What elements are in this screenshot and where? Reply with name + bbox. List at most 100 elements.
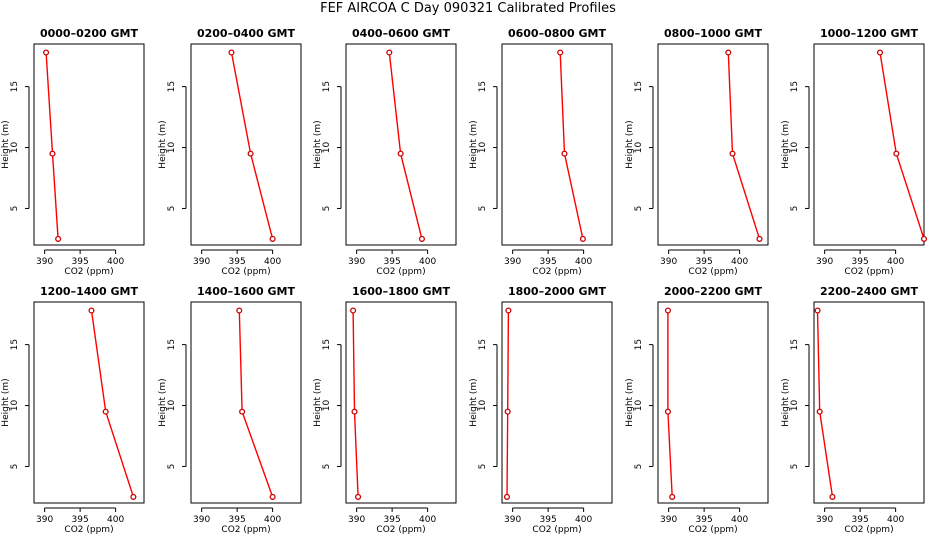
panel-title: 0200–0400 GMT (197, 27, 296, 40)
panel-title: 2000–2200 GMT (664, 285, 763, 298)
data-point (43, 49, 50, 56)
panel-title: 1600–1800 GMT (352, 285, 451, 298)
profile-line (727, 52, 761, 240)
x-tick-label: 400 (107, 515, 124, 525)
x-tick-label: 400 (419, 257, 436, 267)
x-tick-label: 390 (36, 257, 53, 267)
y-tick-label: 15 (10, 339, 20, 350)
profile-line (352, 310, 359, 497)
profile-line (45, 52, 59, 239)
x-tick-label: 395 (384, 257, 401, 267)
plot-frame (33, 43, 145, 246)
data-point (350, 307, 357, 314)
y-tick-label: 5 (790, 206, 800, 212)
data-point (355, 493, 362, 500)
plot-frame (345, 43, 457, 246)
y-axis-label: Height (m) (625, 120, 635, 168)
y-axis-label: Height (m) (158, 378, 168, 426)
x-tick-label: 390 (816, 515, 833, 525)
data-point (557, 49, 564, 56)
y-axis-label: Height (m) (469, 120, 479, 168)
y-tick-label: 10 (634, 142, 644, 154)
plot-frame (501, 301, 613, 504)
y-tick-label: 15 (167, 339, 177, 350)
plot-frame (190, 301, 302, 504)
profile-line (816, 310, 834, 498)
x-tick-label: 400 (419, 515, 436, 525)
x-axis-label: CO2 (ppm) (688, 267, 737, 277)
plot-frame (813, 43, 925, 246)
data-point (725, 49, 732, 56)
x-tick-label: 395 (696, 257, 713, 267)
y-tick-label: 5 (478, 464, 488, 470)
y-tick-label: 10 (322, 142, 332, 154)
y-axis-label: Height (m) (469, 378, 479, 426)
x-axis-label: CO2 (ppm) (64, 267, 113, 277)
x-tick-label: 395 (384, 515, 401, 525)
panel-title: 0600–0800 GMT (508, 27, 607, 40)
plot-frame (33, 301, 145, 504)
x-tick-label: 400 (887, 515, 904, 525)
data-point (561, 150, 568, 157)
x-tick-label: 395 (229, 257, 246, 267)
y-tick-label: 10 (478, 142, 488, 154)
x-axis-label: CO2 (ppm) (844, 525, 893, 535)
data-point (55, 235, 62, 242)
x-tick-label: 390 (348, 515, 365, 525)
data-point (269, 493, 276, 500)
x-tick-label: 390 (504, 257, 521, 267)
y-tick-label: 10 (478, 400, 488, 412)
data-point (130, 493, 137, 500)
data-point (503, 493, 511, 500)
profile-line (388, 52, 423, 240)
y-tick-label: 15 (478, 81, 488, 92)
y-axis-label: Height (m) (158, 120, 168, 168)
x-tick-label: 395 (540, 257, 557, 267)
y-tick-label: 5 (634, 464, 644, 470)
data-point (664, 408, 671, 415)
plot-frame (657, 301, 769, 504)
data-point (664, 307, 671, 314)
y-tick-label: 5 (322, 464, 332, 470)
y-tick-label: 15 (10, 81, 20, 92)
x-axis-label: CO2 (ppm) (64, 525, 113, 535)
y-tick-label: 15 (478, 339, 488, 350)
data-point (816, 408, 823, 415)
plot-frame (190, 43, 302, 246)
y-axis-label: Height (m) (781, 378, 791, 426)
panel-title: 0000–0200 GMT (40, 27, 139, 40)
x-tick-label: 390 (36, 515, 53, 525)
y-tick-label: 15 (634, 339, 644, 350)
x-tick-label: 395 (72, 515, 89, 525)
data-point (88, 307, 95, 314)
x-tick-label: 390 (193, 515, 210, 525)
x-axis-label: CO2 (ppm) (376, 267, 425, 277)
y-tick-label: 10 (790, 142, 800, 154)
y-tick-label: 10 (167, 400, 177, 412)
x-tick-label: 390 (660, 515, 677, 525)
profile-line (238, 310, 274, 498)
x-tick-label: 390 (348, 257, 365, 267)
data-point (418, 235, 425, 242)
data-point (228, 49, 235, 56)
y-tick-label: 5 (10, 464, 20, 470)
x-tick-label: 400 (575, 257, 592, 267)
x-tick-label: 400 (887, 257, 904, 267)
profile-line (559, 52, 584, 240)
y-tick-label: 5 (634, 206, 644, 212)
data-point (893, 150, 900, 157)
x-axis-label: CO2 (ppm) (221, 525, 270, 535)
x-axis-label: CO2 (ppm) (532, 267, 581, 277)
y-tick-label: 10 (10, 400, 20, 412)
x-tick-label: 395 (696, 515, 713, 525)
x-tick-label: 400 (107, 257, 124, 267)
x-tick-label: 390 (504, 515, 521, 525)
x-tick-label: 395 (540, 515, 557, 525)
y-tick-label: 10 (322, 400, 332, 412)
